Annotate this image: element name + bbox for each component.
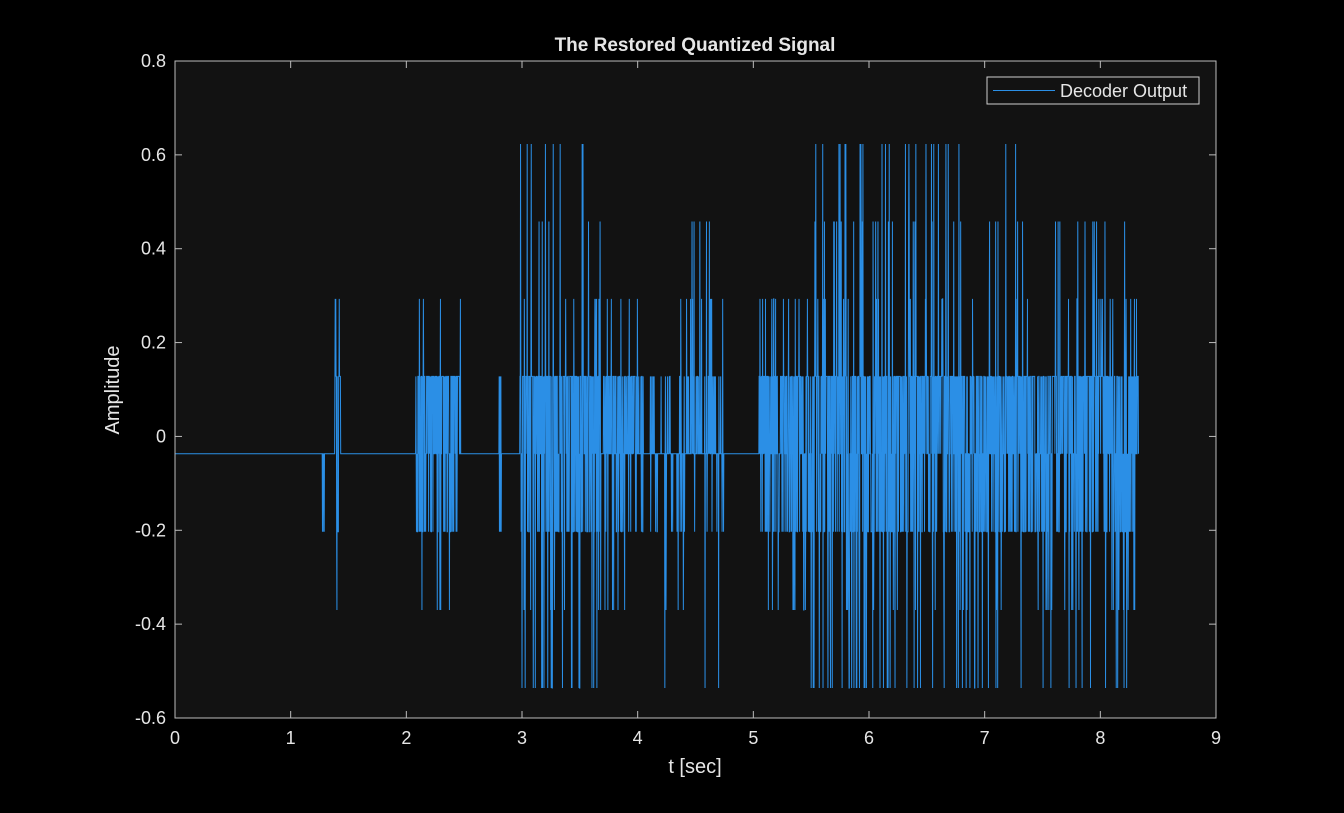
y-tick-label: -0.2	[135, 520, 166, 540]
x-tick-label: 4	[633, 728, 643, 748]
x-tick-label: 2	[401, 728, 411, 748]
x-tick-label: 8	[1095, 728, 1105, 748]
legend: Decoder Output	[986, 76, 1200, 105]
y-tick-label: 0.8	[141, 51, 166, 71]
y-tick-label: -0.6	[135, 708, 166, 728]
y-tick-label: -0.4	[135, 614, 166, 634]
signal-layer	[175, 144, 1139, 689]
y-tick-label: 0.2	[141, 333, 166, 353]
plot-frame	[174, 60, 1217, 719]
x-tick-label: 1	[286, 728, 296, 748]
legend-entry-decoder-output: Decoder Output	[1060, 81, 1187, 101]
y-tick-label: 0.6	[141, 145, 166, 165]
y-axis: -0.6 -0.4 -0.2 0 0.2 0.4 0.6 0.8	[135, 51, 1216, 728]
series-decoder-output	[175, 144, 1139, 689]
x-tick-label: 5	[748, 728, 758, 748]
chart-title: The Restored Quantized Signal	[555, 35, 836, 56]
x-tick-label: 0	[170, 728, 180, 748]
x-tick-label: 9	[1211, 728, 1221, 748]
y-axis-label: Amplitude	[102, 346, 124, 435]
x-axis: 0 1 2 3 4 5 6 7 8 9	[170, 61, 1221, 748]
x-tick-label: 3	[517, 728, 527, 748]
x-axis-label: t [sec]	[668, 756, 721, 778]
y-tick-label: 0	[156, 426, 166, 446]
y-tick-label: 0.4	[141, 239, 166, 259]
x-tick-label: 7	[980, 728, 990, 748]
x-tick-label: 6	[864, 728, 874, 748]
